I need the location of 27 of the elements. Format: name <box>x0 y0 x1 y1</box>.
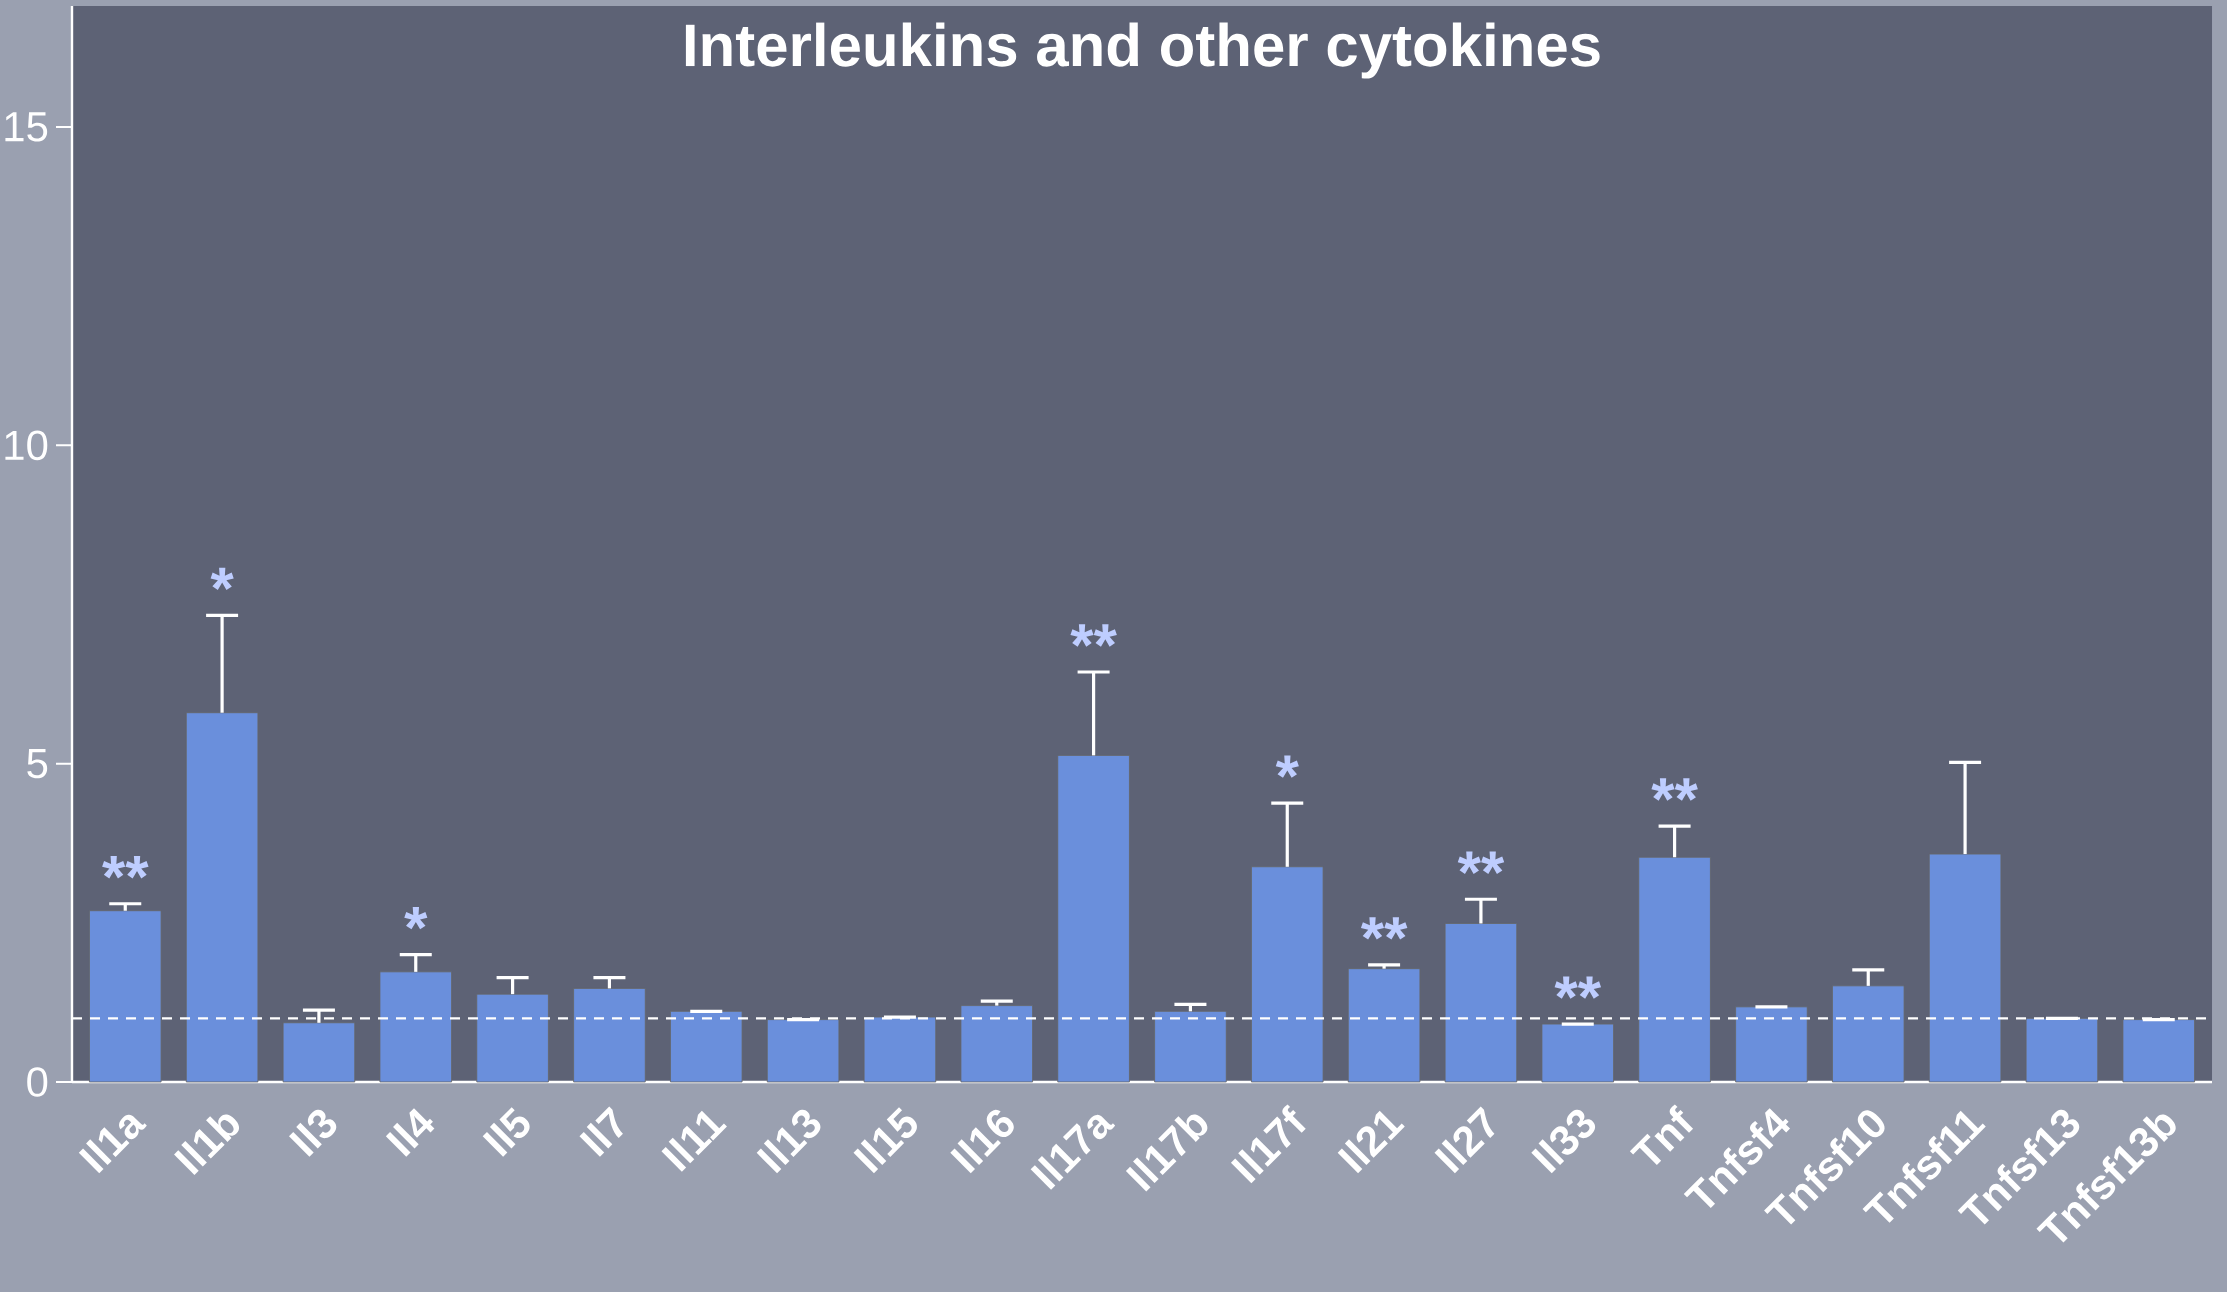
x-tick-label: Il15 <box>853 1107 917 1174</box>
annotation: ** <box>1457 851 1505 874</box>
x-tick-label: Il4 <box>385 1108 435 1157</box>
annotation: ** <box>102 856 149 879</box>
x-tick-label: Il1b <box>174 1114 240 1175</box>
annotation: ** <box>1360 917 1408 940</box>
y-tick-label: 10 <box>5 430 48 461</box>
chart-title: Interleukins and other cytokines <box>685 22 1600 79</box>
x-tick-label: Il21 <box>1337 1110 1405 1174</box>
x-tick-label: Il13 <box>756 1109 821 1174</box>
y-tick-label: 15 <box>5 112 48 142</box>
annotation: * <box>210 567 234 590</box>
annotation: ** <box>1554 976 1602 999</box>
x-tick-label: Il27 <box>1434 1106 1495 1174</box>
x-tick-label: Il5 <box>482 1107 530 1157</box>
x-tick-label: Il33 <box>1531 1109 1596 1174</box>
annotation: ** <box>1651 778 1698 801</box>
x-tick-label: Il16 <box>950 1109 1014 1174</box>
annotation: * <box>404 906 428 930</box>
y-tick-label: 5 <box>27 749 48 779</box>
x-tick-label: Il1a <box>78 1114 147 1174</box>
y-tick-label: 0 <box>27 1067 48 1097</box>
annotation: ** <box>1070 624 1117 647</box>
x-tick-label: Il11 <box>661 1110 727 1172</box>
x-tick-label: Il3 <box>289 1109 337 1157</box>
x-tick-label: Il7 <box>579 1106 623 1157</box>
annotation: * <box>1275 755 1299 778</box>
